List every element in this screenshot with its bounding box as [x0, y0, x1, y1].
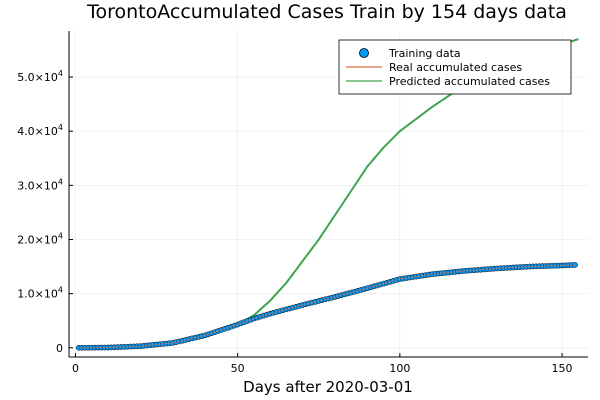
y-tick-label: 2.0×104 — [17, 231, 63, 246]
plot-area — [75, 38, 579, 351]
x-tick-label: 0 — [72, 362, 79, 375]
x-tick-label: 150 — [552, 362, 573, 375]
series — [75, 38, 579, 351]
y-tick-label: 1.0×104 — [17, 286, 63, 301]
training-data-points — [75, 262, 578, 351]
legend-label: Real accumulated cases — [389, 61, 522, 74]
y-tick-label: 3.0×104 — [17, 177, 63, 192]
legend-symbol — [359, 48, 369, 58]
y-tick-label: 0 — [56, 342, 63, 355]
y-tick-label: 5.0×104 — [17, 69, 63, 84]
y-tick-label: 4.0×104 — [17, 123, 63, 138]
series-line — [78, 264, 576, 349]
real-cases-overlay — [78, 264, 576, 349]
y-ticks: 0 1.0×104 2.0×104 3.0×104 4.0×104 5.0×104 — [17, 69, 73, 355]
x-tick-label: 50 — [231, 362, 245, 375]
x-tick-label: 100 — [389, 362, 410, 375]
x-axis-label: Days after 2020-03-01 — [243, 378, 413, 396]
chart-title: TorontoAccumulated Cases Train by 154 da… — [86, 1, 567, 23]
legend-label: Training data — [388, 47, 461, 60]
x-ticks: 0 50 100 150 — [72, 353, 573, 375]
legend-label: Predicted accumulated cases — [389, 75, 550, 88]
